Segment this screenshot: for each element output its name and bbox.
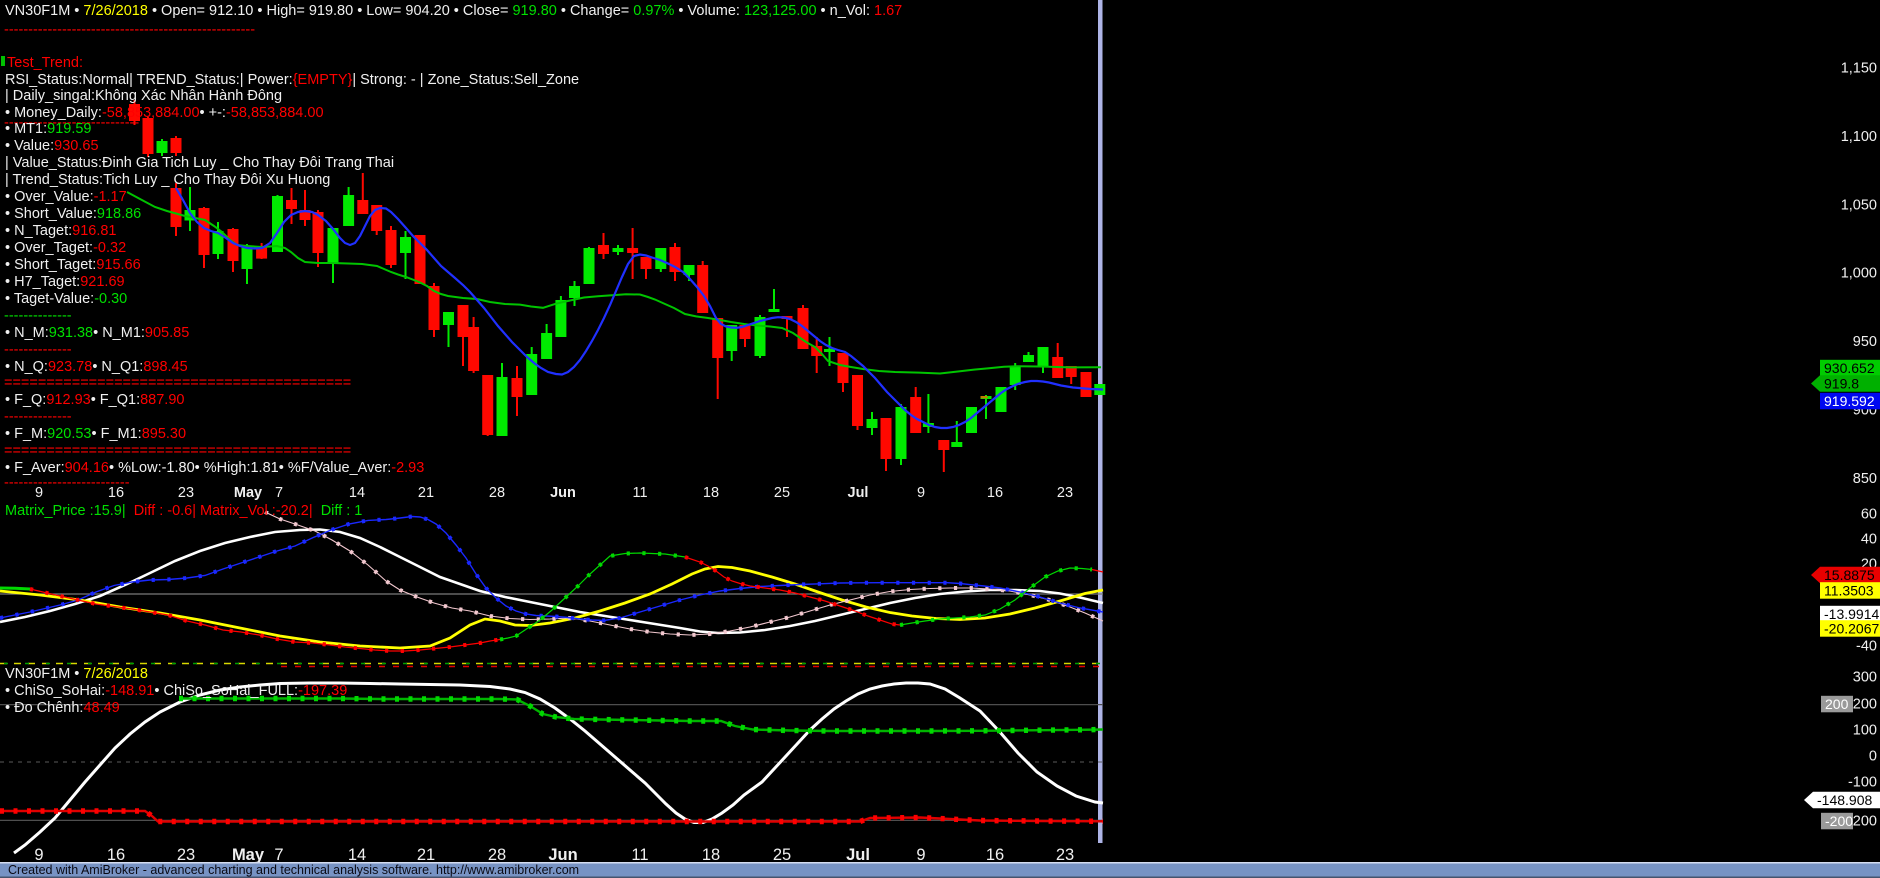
- svg-text:• Đo Chênh:48.49: • Đo Chênh:48.49: [5, 700, 120, 716]
- svg-text:• N_Taget:916.81: • N_Taget:916.81: [5, 223, 117, 239]
- svg-text:• Over_Value:-1.17: • Over_Value:-1.17: [5, 189, 127, 205]
- svg-text:16: 16: [108, 485, 124, 501]
- svg-text:--------------------------: --------------------------: [4, 475, 130, 491]
- svg-text:| Trend_Status:Tich Luy _ Cho: | Trend_Status:Tich Luy _ Cho Thay Đôi X…: [5, 172, 330, 188]
- svg-text:16: 16: [986, 846, 1004, 864]
- svg-text:919.8: 919.8: [1824, 375, 1859, 391]
- svg-text:21: 21: [417, 846, 435, 864]
- svg-text:15.8875: 15.8875: [1824, 567, 1875, 583]
- svg-text:• Short_Taget:915.66: • Short_Taget:915.66: [5, 257, 141, 273]
- svg-text:• MT1:919.59: • MT1:919.59: [5, 121, 92, 137]
- svg-text:| Value_Status:Đinh Gia Tich L: | Value_Status:Đinh Gia Tich Luy _ Cho T…: [5, 155, 394, 171]
- svg-text:14: 14: [349, 485, 365, 501]
- svg-text:Jun: Jun: [550, 485, 576, 501]
- svg-text:• F_Aver:904.16• %Low:-1.80• %: • F_Aver:904.16• %Low:-1.80• %High:1.81•…: [5, 460, 424, 476]
- svg-text:--------------: --------------: [4, 409, 72, 425]
- svg-text:1,050: 1,050: [1841, 198, 1877, 214]
- svg-text:May: May: [234, 485, 262, 501]
- svg-text:23: 23: [1057, 485, 1073, 501]
- svg-text:100: 100: [1853, 723, 1877, 739]
- svg-text:VN30F1M • 7/26/2018 • Open= 91: VN30F1M • 7/26/2018 • Open= 912.10 • Hig…: [5, 3, 902, 19]
- svg-text:850: 850: [1853, 471, 1877, 487]
- svg-text:200: 200: [1825, 696, 1849, 712]
- svg-text:7: 7: [275, 485, 283, 501]
- svg-text:RSI_Status:Normal| TREND_Statu: RSI_Status:Normal| TREND_Status:| Power:…: [5, 72, 579, 88]
- svg-text:==============================: ========================================…: [4, 443, 351, 459]
- svg-text:300: 300: [1853, 670, 1877, 686]
- svg-text:60: 60: [1861, 507, 1877, 523]
- svg-text:------------------------------: ----------------------------------------…: [4, 22, 255, 38]
- svg-text:Created with AmiBroker - advan: Created with AmiBroker - advanced charti…: [8, 863, 579, 877]
- svg-text:9: 9: [35, 485, 43, 501]
- svg-text:919.592: 919.592: [1824, 393, 1875, 409]
- svg-text:11.3503: 11.3503: [1824, 582, 1874, 598]
- svg-text:Test_Trend:: Test_Trend:: [7, 55, 83, 71]
- svg-text:• H7_Taget:921.69: • H7_Taget:921.69: [5, 274, 125, 290]
- svg-text:25: 25: [774, 485, 790, 501]
- svg-text:VN30F1M • 7/26/2018: VN30F1M • 7/26/2018: [5, 666, 148, 682]
- svg-text:• Over_Taget:-0.32: • Over_Taget:-0.32: [5, 240, 126, 256]
- svg-text:• F_M:920.53• F_M1:895.30: • F_M:920.53• F_M1:895.30: [5, 426, 186, 442]
- svg-text:40: 40: [1861, 532, 1877, 548]
- svg-text:9: 9: [917, 485, 925, 501]
- svg-text:9: 9: [916, 846, 925, 864]
- svg-text:9: 9: [34, 846, 43, 864]
- svg-text:1,150: 1,150: [1841, 61, 1877, 77]
- svg-text:--------------: --------------: [4, 308, 72, 324]
- svg-text:--------------: --------------: [4, 342, 72, 358]
- svg-text:200: 200: [1853, 697, 1877, 713]
- svg-text:-13.9914: -13.9914: [1824, 606, 1879, 622]
- svg-text:• Short_Value:918.86: • Short_Value:918.86: [5, 206, 141, 222]
- svg-text:28: 28: [488, 846, 506, 864]
- svg-text:18: 18: [703, 485, 719, 501]
- svg-text:23: 23: [1056, 846, 1074, 864]
- svg-text:25: 25: [773, 846, 791, 864]
- svg-text:11: 11: [631, 846, 648, 864]
- svg-text:Jul: Jul: [848, 485, 869, 501]
- svg-text:11: 11: [632, 485, 647, 501]
- svg-text:• Taget-Value:-0.30: • Taget-Value:-0.30: [5, 291, 127, 307]
- svg-text:930.652: 930.652: [1824, 360, 1875, 376]
- svg-text:Jul: Jul: [846, 846, 870, 864]
- svg-text:May: May: [232, 846, 265, 864]
- svg-text:-200: -200: [1825, 813, 1853, 829]
- svg-text:• Value:930.65: • Value:930.65: [5, 138, 99, 154]
- svg-text:16: 16: [107, 846, 125, 864]
- svg-text:Jun: Jun: [548, 846, 577, 864]
- svg-text:Matrix_Price :15.9| Diff : -0: Matrix_Price :15.9| Diff : -0.6| Matrix_…: [5, 503, 362, 519]
- svg-text:• Money_Daily:-58,853,884.00•: • Money_Daily:-58,853,884.00• +-:-58,853…: [5, 105, 324, 121]
- svg-text:• F_Q:912.93• F_Q1:887.90: • F_Q:912.93• F_Q1:887.90: [5, 392, 184, 408]
- svg-text:16: 16: [987, 485, 1003, 501]
- svg-text:-148.908: -148.908: [1817, 792, 1872, 808]
- svg-text:23: 23: [177, 846, 195, 864]
- svg-text:==============================: ========================================…: [4, 375, 351, 391]
- svg-text:7: 7: [274, 846, 283, 864]
- svg-text:23: 23: [178, 485, 194, 501]
- svg-text:• N_M:931.38• N_M1:905.85: • N_M:931.38• N_M1:905.85: [5, 325, 189, 341]
- svg-text:0: 0: [1869, 749, 1877, 765]
- svg-text:-100: -100: [1848, 775, 1877, 791]
- svg-text:• ChiSo_SoHai:-148.91• ChiSo_S: • ChiSo_SoHai:-148.91• ChiSo_SoHai_FULL:…: [5, 683, 347, 699]
- svg-text:200: 200: [1853, 814, 1877, 830]
- svg-text:-40: -40: [1856, 639, 1877, 655]
- svg-text:-20.2067: -20.2067: [1824, 620, 1879, 636]
- svg-text:| Daily_singal:Không Xác Nhân: | Daily_singal:Không Xác Nhân Hành Đông: [5, 88, 282, 104]
- svg-text:• N_Q:923.78• N_Q1:898.45: • N_Q:923.78• N_Q1:898.45: [5, 359, 188, 375]
- svg-text:1,000: 1,000: [1841, 266, 1877, 282]
- svg-text:----------------------------: ----------------------------: [4, 115, 139, 131]
- svg-text:1,100: 1,100: [1841, 129, 1877, 145]
- svg-text:18: 18: [702, 846, 720, 864]
- svg-text:14: 14: [348, 846, 366, 864]
- svg-text:950: 950: [1853, 334, 1877, 350]
- svg-text:28: 28: [489, 485, 505, 501]
- svg-text:21: 21: [418, 485, 434, 501]
